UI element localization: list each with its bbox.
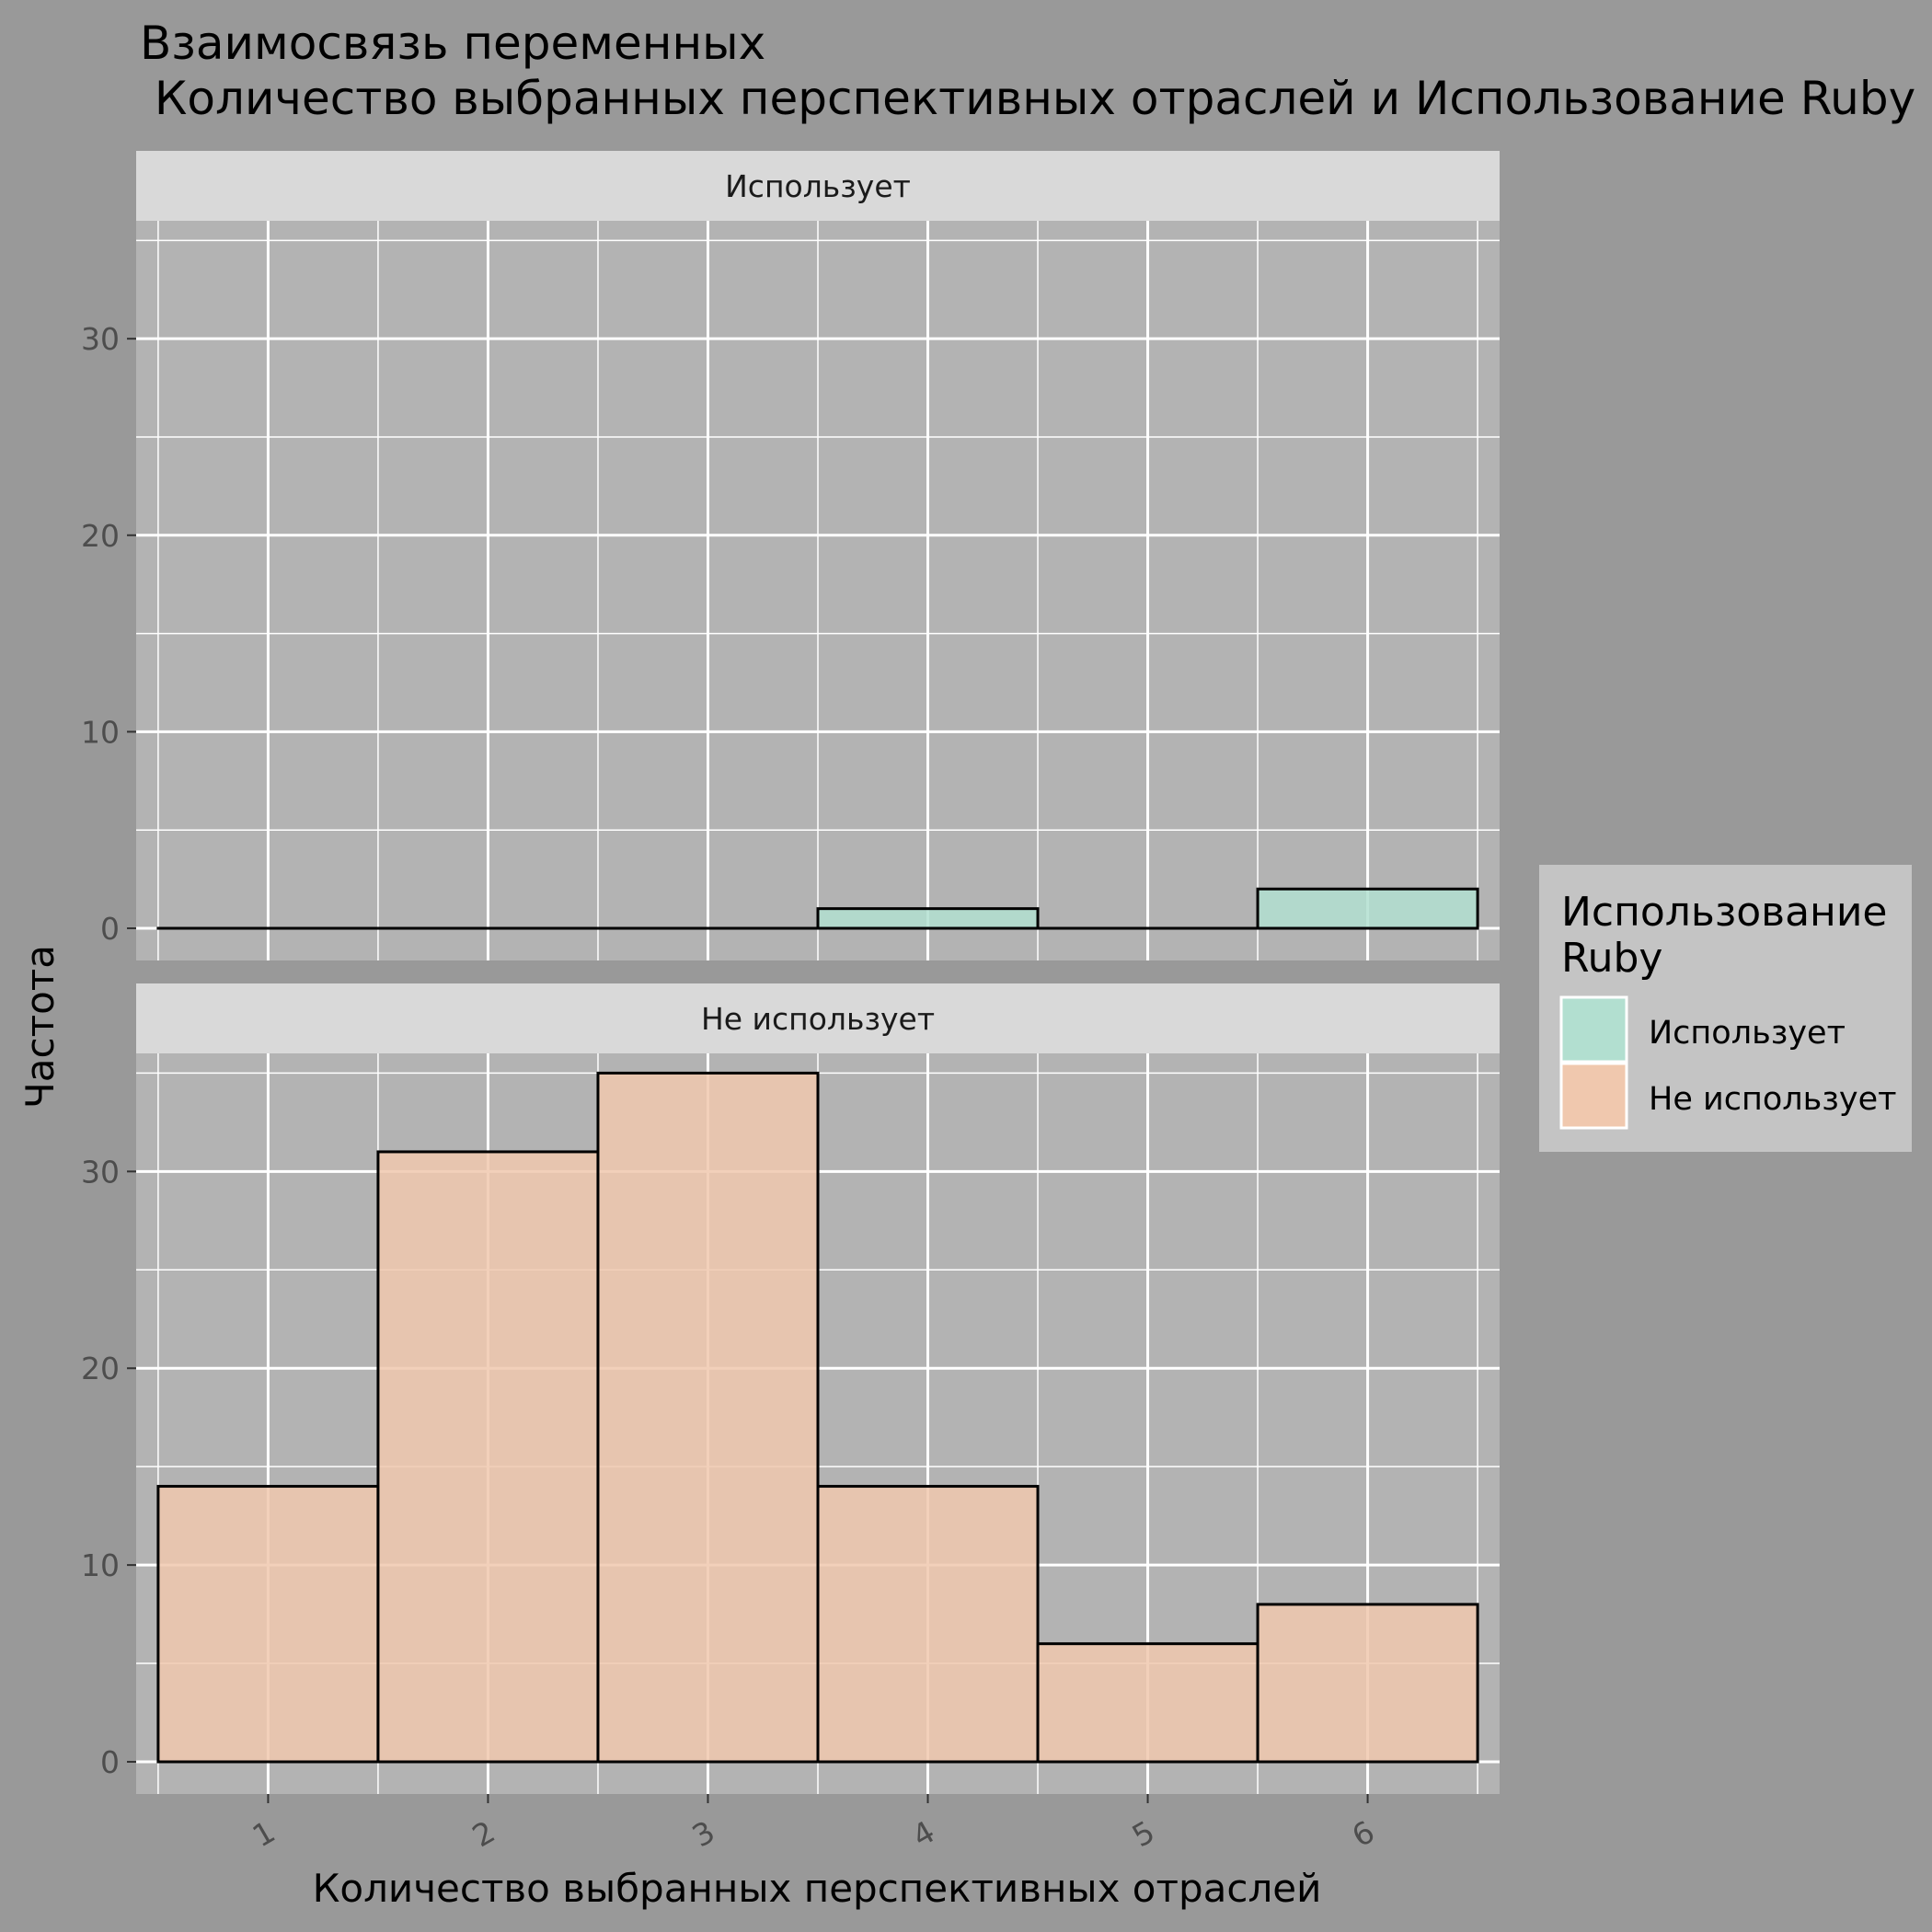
facet-strip-label: Использует	[725, 168, 911, 204]
x-tick-label-6: 6	[1346, 1813, 1381, 1854]
y-tick-label: 0	[100, 911, 120, 947]
facet-strip	[136, 151, 1500, 221]
x-tick-label-2: 2	[466, 1813, 501, 1854]
facet-strip-label: Не использует	[701, 1001, 935, 1037]
legend-title-line2: Ruby	[1561, 935, 1662, 982]
y-tick-label: 20	[81, 518, 120, 554]
bar-4	[816, 907, 1040, 930]
chart-title-line2: Количество выбранных перспективных отрас…	[140, 72, 1915, 125]
bar-2	[376, 1150, 600, 1764]
y-tick-label: 20	[81, 1351, 120, 1386]
x-tick-label-3: 3	[686, 1813, 721, 1854]
legend-key-not-uses	[1559, 1062, 1628, 1130]
x-tick-label-4: 4	[906, 1813, 941, 1854]
chart-title-line1: Взаимосвязь переменных	[140, 17, 765, 70]
y-tick-label: 30	[81, 1154, 120, 1190]
facet-panels: Использует 0 10 20 30 Не использует 0 10 20 30	[81, 151, 1500, 1794]
y-tick-label: 10	[81, 714, 120, 750]
legend-label-not-uses: Не использует	[1649, 1081, 1897, 1118]
bar-1	[156, 1485, 380, 1764]
facet-strip	[136, 983, 1500, 1053]
legend: Использование Ruby Использует Не использ…	[1539, 865, 1912, 1152]
y-axis-title: Частота	[17, 945, 63, 1109]
x-axis-title: Количество выбранных перспективных отрас…	[313, 1866, 1322, 1911]
y-tick-label: 30	[81, 321, 120, 357]
bar-6	[1256, 887, 1479, 930]
panel-not-uses: Не использует 0 10 20 30	[81, 983, 1500, 1794]
x-tick-label-1: 1	[247, 1813, 282, 1854]
y-tick-label: 10	[81, 1547, 120, 1583]
bar-4	[816, 1485, 1040, 1764]
bar-6	[1256, 1603, 1479, 1764]
y-tick-label: 0	[100, 1744, 120, 1780]
x-axis-ticks: 1 2 3 4 5 6	[247, 1794, 1381, 1854]
legend-title-line1: Использование	[1561, 889, 1888, 936]
panel-uses: Использует 0 10 20 30	[81, 151, 1500, 960]
legend-key-uses	[1559, 995, 1628, 1064]
bar-5	[1036, 1642, 1259, 1764]
bar-3	[596, 1071, 820, 1764]
x-tick-label-5: 5	[1126, 1813, 1161, 1854]
legend-label-uses: Использует	[1649, 1015, 1846, 1052]
